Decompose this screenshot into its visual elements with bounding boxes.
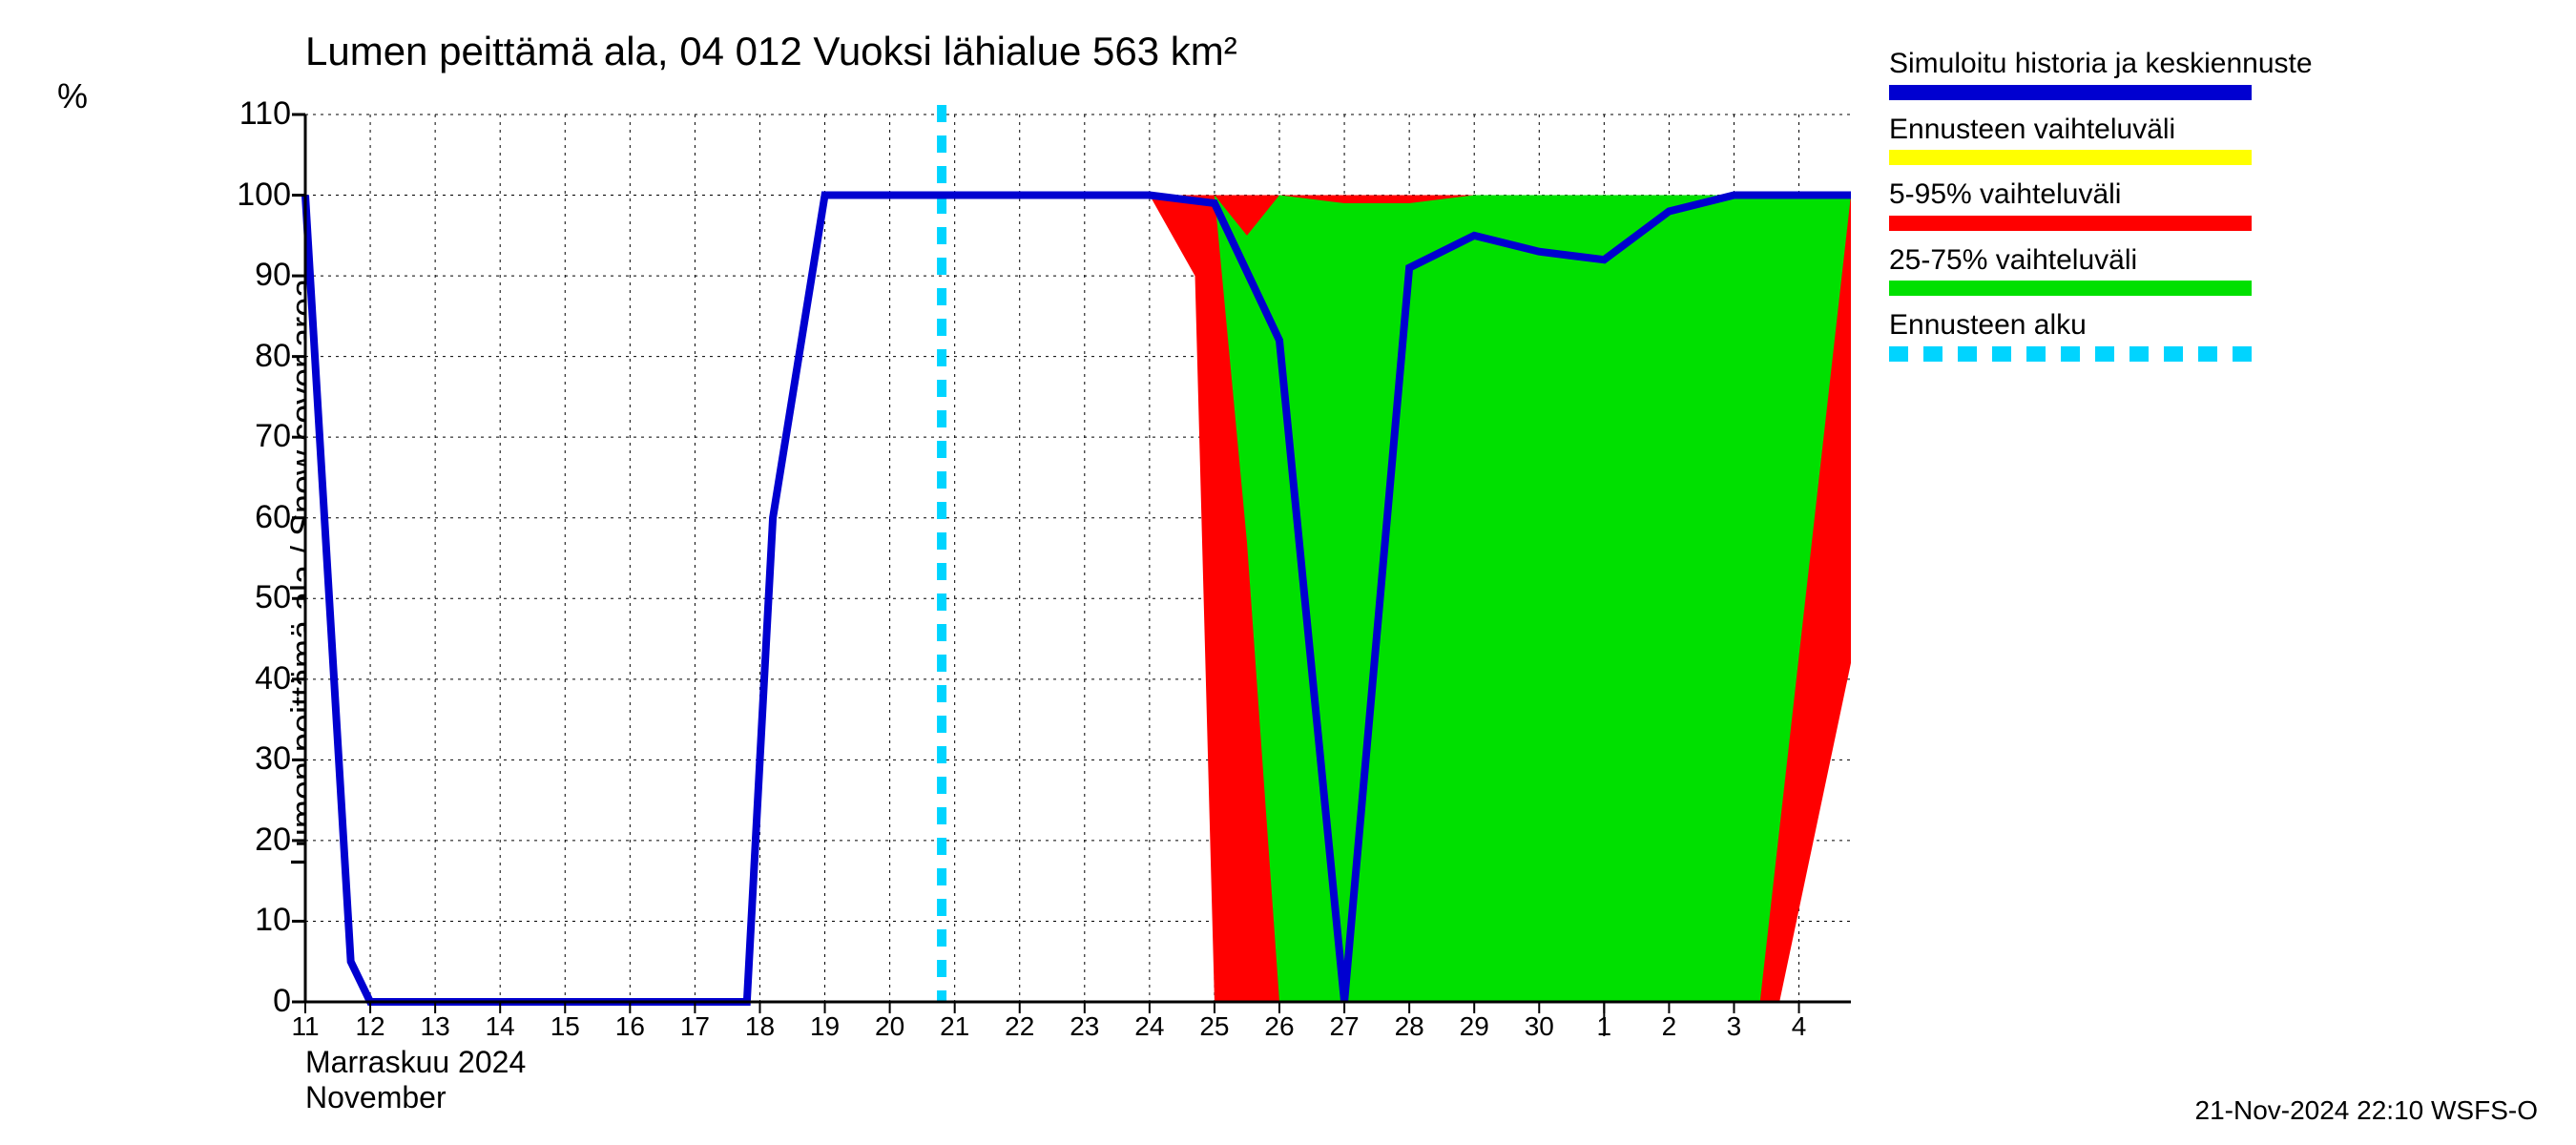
- y-tick: 50: [215, 579, 291, 616]
- legend-swatch: [1889, 85, 2252, 100]
- y-tick: 10: [215, 902, 291, 939]
- x-tick: 22: [996, 1011, 1044, 1042]
- x-tick: 29: [1450, 1011, 1498, 1042]
- legend-label: Simuloitu historia ja keskiennuste: [1889, 48, 2557, 81]
- x-tick: 11: [281, 1011, 329, 1042]
- y-tick: 110: [215, 95, 291, 133]
- x-tick: 27: [1320, 1011, 1368, 1042]
- y-tick: 60: [215, 499, 291, 536]
- x-axis-month-label: Marraskuu 2024 November: [305, 1045, 526, 1115]
- x-tick: 3: [1710, 1011, 1757, 1042]
- x-tick: 16: [606, 1011, 654, 1042]
- legend-item: Simuloitu historia ja keskiennuste: [1889, 48, 2557, 100]
- x-tick: 13: [411, 1011, 459, 1042]
- x-month-fi: Marraskuu 2024: [305, 1045, 526, 1079]
- legend-swatch: [1889, 216, 2252, 231]
- legend-swatch: [1889, 281, 2252, 296]
- x-tick: 19: [801, 1011, 849, 1042]
- x-tick: 21: [931, 1011, 979, 1042]
- y-tick: 90: [215, 257, 291, 294]
- legend-label: Ennusteen alku: [1889, 309, 2557, 343]
- x-tick: 15: [541, 1011, 589, 1042]
- x-tick: 1: [1580, 1011, 1628, 1042]
- y-tick: 70: [215, 418, 291, 455]
- legend-label: 5-95% vaihteluväli: [1889, 178, 2557, 212]
- legend-item: 25-75% vaihteluväli: [1889, 244, 2557, 297]
- x-tick: 2: [1645, 1011, 1693, 1042]
- x-tick: 18: [736, 1011, 783, 1042]
- legend-item: Ennusteen alku: [1889, 309, 2557, 362]
- plot-area: [305, 114, 1851, 1007]
- legend-label: 25-75% vaihteluväli: [1889, 244, 2557, 278]
- legend-swatch: [1889, 150, 2252, 165]
- legend-item: Ennusteen vaihteluväli: [1889, 114, 2557, 166]
- legend-label: Ennusteen vaihteluväli: [1889, 114, 2557, 147]
- x-tick: 17: [671, 1011, 718, 1042]
- legend-swatch: [1889, 346, 2252, 362]
- y-tick: 40: [215, 660, 291, 697]
- x-tick: 20: [866, 1011, 914, 1042]
- x-tick: 26: [1256, 1011, 1303, 1042]
- x-tick: 28: [1385, 1011, 1433, 1042]
- x-tick: 25: [1191, 1011, 1238, 1042]
- x-tick: 23: [1061, 1011, 1109, 1042]
- x-tick: 4: [1776, 1011, 1823, 1042]
- timestamp-label: 21-Nov-2024 22:10 WSFS-O: [2195, 1095, 2539, 1126]
- x-tick: 24: [1126, 1011, 1174, 1042]
- x-tick: 30: [1515, 1011, 1563, 1042]
- y-tick: 100: [215, 177, 291, 214]
- legend: Simuloitu historia ja keskiennuste Ennust…: [1889, 48, 2557, 375]
- y-axis-units: %: [57, 76, 88, 116]
- y-tick: 20: [215, 822, 291, 859]
- chart-title: Lumen peittämä ala, 04 012 Vuoksi lähial…: [305, 29, 1237, 74]
- x-tick: 12: [346, 1011, 394, 1042]
- legend-item: 5-95% vaihteluväli: [1889, 178, 2557, 231]
- y-tick: 0: [215, 983, 291, 1020]
- y-tick: 30: [215, 740, 291, 778]
- chart-container: { "title": "Lumen peittämä ala, 04 012 V…: [0, 0, 2576, 1145]
- x-month-en: November: [305, 1080, 447, 1114]
- x-tick: 14: [476, 1011, 524, 1042]
- y-tick: 80: [215, 338, 291, 375]
